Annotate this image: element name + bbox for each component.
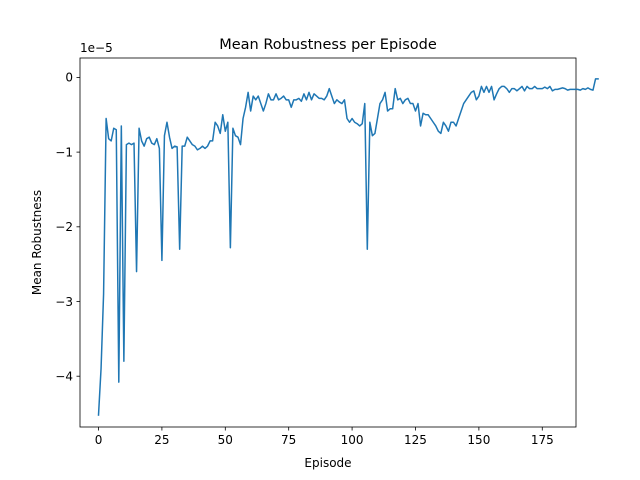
x-tick-label: 50 xyxy=(218,433,233,447)
x-tick-label: 75 xyxy=(281,433,296,447)
x-tick-label: 150 xyxy=(467,433,490,447)
axes-frame xyxy=(79,57,577,428)
x-tick-label: 175 xyxy=(531,433,554,447)
x-tick-label: 125 xyxy=(404,433,427,447)
y-tick-label: −2 xyxy=(55,220,73,234)
x-axis-ticks: 0 25 50 75 100 125 150 175 xyxy=(95,427,554,447)
chart-title: Mean Robustness per Episode xyxy=(219,37,437,53)
x-tick-label: 25 xyxy=(154,433,169,447)
y-tick-label: −4 xyxy=(55,370,73,384)
series-line xyxy=(97,78,599,416)
y-tick-label: −3 xyxy=(55,295,73,309)
x-tick-label: 0 xyxy=(95,433,103,447)
y-tick-label: 0 xyxy=(65,71,73,85)
y-tick-label: −1 xyxy=(55,145,73,159)
y-axis-offset-text: 1e−5 xyxy=(80,41,113,55)
x-tick-label: 100 xyxy=(341,433,364,447)
x-axis-label: Episode xyxy=(304,456,351,470)
y-axis-label: Mean Robustness xyxy=(30,190,44,295)
y-axis-ticks: −4 −3 −2 −1 0 xyxy=(55,71,80,384)
plot-area: 0 25 50 75 100 125 150 175 −4 −3 −2 −1 0 xyxy=(55,57,599,447)
